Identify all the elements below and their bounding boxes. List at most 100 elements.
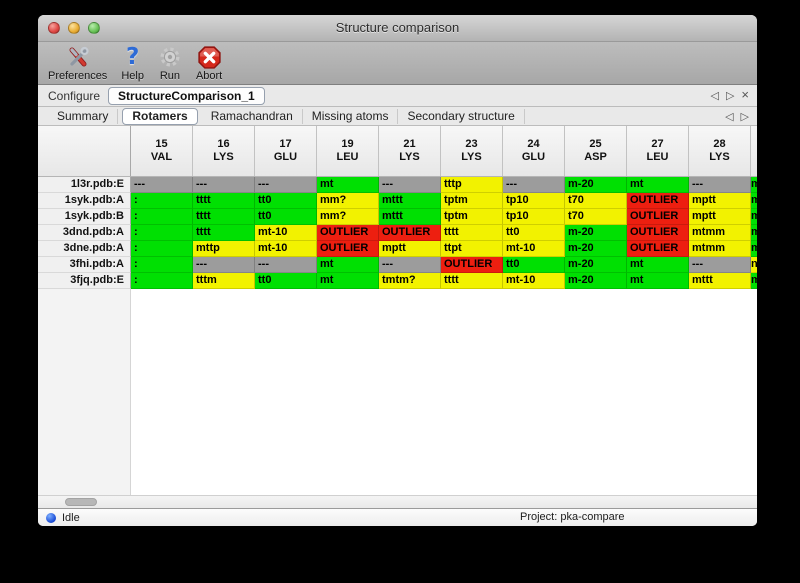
rotamer-cell[interactable]: m-20 [565, 177, 627, 193]
toolbar-abort-button[interactable]: Abort [196, 44, 222, 82]
toolbar-run-button[interactable]: Run [158, 44, 182, 82]
row-label[interactable]: 3fhi.pdb:A [38, 257, 131, 273]
rotamer-cell[interactable]: tttm [193, 273, 255, 289]
rotamer-cell[interactable]: OUTLIER [627, 225, 689, 241]
next-configure-icon[interactable]: ▷ [725, 90, 735, 102]
tab-ramachandran[interactable]: Ramachandran [202, 108, 303, 124]
rotamer-cell[interactable]: mt [627, 257, 689, 273]
rotamer-cell[interactable]: OUTLIER [441, 257, 503, 273]
column-header-23[interactable]: 23 LYS [441, 126, 503, 176]
column-header-17[interactable]: 17 GLU [255, 126, 317, 176]
rotamer-cell[interactable]: tttt [441, 273, 503, 289]
tab-rotamers[interactable]: Rotamers [122, 107, 198, 125]
column-header-21[interactable]: 21 LYS [379, 126, 441, 176]
configure-tab[interactable]: StructureComparison_1 [108, 86, 265, 105]
rotamer-cell[interactable]: t70 [565, 193, 627, 209]
column-header-28[interactable]: 28 LYS [689, 126, 751, 176]
tab-missing-atoms[interactable]: Missing atoms [303, 108, 399, 124]
rotamer-cell[interactable]: : [131, 225, 193, 241]
rotamer-cell[interactable]: mt [627, 273, 689, 289]
rotamer-cell[interactable]: tt0 [255, 193, 317, 209]
rotamer-cell[interactable]: m-20 [565, 273, 627, 289]
row-label[interactable]: 1l3r.pdb:E [38, 177, 131, 193]
rotamer-cell[interactable]: OUTLIER [627, 193, 689, 209]
rotamer-cell[interactable]: mt [317, 257, 379, 273]
rotamer-cell[interactable]: tttt [193, 225, 255, 241]
scrollbar-thumb[interactable] [65, 498, 97, 506]
column-header-19[interactable]: 19 LEU [317, 126, 379, 176]
close-configure-icon[interactable]: × [741, 87, 749, 102]
rotamer-cell[interactable]: tt0 [503, 257, 565, 273]
rotamer-cell[interactable]: OUTLIER [627, 241, 689, 257]
rotamer-cell[interactable]: tttp [441, 177, 503, 193]
rotamer-cell[interactable]: OUTLIER [317, 241, 379, 257]
column-header-25[interactable]: 25 ASP [565, 126, 627, 176]
rotamer-cell[interactable]: tptm [441, 209, 503, 225]
rotamer-cell[interactable]: : [131, 257, 193, 273]
minimize-window-icon[interactable] [68, 22, 80, 34]
tab-secondary-structure[interactable]: Secondary structure [398, 108, 525, 124]
rotamer-cell[interactable]: tp10 [503, 193, 565, 209]
rotamer-cell[interactable]: tt0 [503, 225, 565, 241]
rotamer-cell[interactable]: --- [255, 177, 317, 193]
rotamer-cell[interactable]: tp10 [503, 209, 565, 225]
rotamer-cell[interactable]: mt-10 [255, 241, 317, 257]
rotamer-cell[interactable]: mttt [379, 209, 441, 225]
rotamer-cell[interactable]: --- [379, 257, 441, 273]
rotamer-cell[interactable]: t70 [565, 209, 627, 225]
rotamer-cell[interactable]: mtmm [689, 241, 751, 257]
row-label[interactable]: 1syk.pdb:B [38, 209, 131, 225]
rotamer-cell[interactable]: mt [627, 177, 689, 193]
rotamer-cell[interactable]: --- [131, 177, 193, 193]
rotamer-cell[interactable]: --- [689, 177, 751, 193]
rotamer-cell[interactable]: mm? [317, 193, 379, 209]
row-label[interactable]: 3dnd.pdb:A [38, 225, 131, 241]
rotamer-cell[interactable]: ttpt [441, 241, 503, 257]
rotamer-cell[interactable]: : [131, 193, 193, 209]
rotamer-cell[interactable]: --- [503, 177, 565, 193]
rotamer-cell[interactable]: --- [255, 257, 317, 273]
rotamer-cell[interactable]: mt-10 [255, 225, 317, 241]
rotamer-cell[interactable]: mptt [689, 193, 751, 209]
row-label[interactable]: 1syk.pdb:A [38, 193, 131, 209]
row-label[interactable]: 3dne.pdb:A [38, 241, 131, 257]
rotamer-cell[interactable]: mt [317, 177, 379, 193]
rotamer-cell[interactable]: m-20 [565, 257, 627, 273]
rotamer-cell[interactable]: : [131, 209, 193, 225]
rotamer-cell[interactable]: --- [193, 177, 255, 193]
rotamer-cell[interactable]: m-20 [565, 241, 627, 257]
rotamer-cell[interactable]: tmtm? [379, 273, 441, 289]
rotamer-cell[interactable]: tttt [441, 225, 503, 241]
rotamer-cell[interactable]: mttt [689, 273, 751, 289]
column-header-24[interactable]: 24 GLU [503, 126, 565, 176]
rotamer-cell[interactable]: tttt [193, 193, 255, 209]
horizontal-scrollbar[interactable] [38, 495, 757, 508]
rotamer-cell[interactable]: mt-10 [503, 241, 565, 257]
toolbar-preferences-button[interactable]: Preferences [48, 44, 107, 82]
rotamer-cell[interactable]: mt [317, 273, 379, 289]
rotamer-cell[interactable]: OUTLIER [317, 225, 379, 241]
rotamer-cell[interactable]: mptt [689, 209, 751, 225]
next-tab-icon[interactable]: ▷ [740, 110, 749, 123]
rotamer-cell[interactable]: mtmm [689, 225, 751, 241]
rotamer-cell[interactable]: : [131, 273, 193, 289]
rotamer-cell[interactable]: mm? [317, 209, 379, 225]
zoom-window-icon[interactable] [88, 22, 100, 34]
rotamer-cell[interactable]: mttt [379, 193, 441, 209]
rotamer-cell[interactable]: --- [379, 177, 441, 193]
rotamer-cell[interactable]: tt0 [255, 209, 317, 225]
close-window-icon[interactable] [48, 22, 60, 34]
column-header-16[interactable]: 16 LYS [193, 126, 255, 176]
rotamer-cell[interactable]: tt0 [255, 273, 317, 289]
rotamer-cell[interactable]: --- [193, 257, 255, 273]
rotamer-cell[interactable]: mptt [379, 241, 441, 257]
column-header-15[interactable]: 15 VAL [131, 126, 193, 176]
rotamer-cell[interactable]: --- [689, 257, 751, 273]
rotamer-cell[interactable]: tptm [441, 193, 503, 209]
tab-summary[interactable]: Summary [48, 108, 119, 124]
prev-configure-icon[interactable]: ◁ [710, 90, 719, 102]
toolbar-help-button[interactable]: ? Help [121, 44, 144, 82]
rotamer-cell[interactable]: mttp [193, 241, 255, 257]
rotamer-cell[interactable]: mt-10 [503, 273, 565, 289]
rotamer-cell[interactable]: tttt [193, 209, 255, 225]
